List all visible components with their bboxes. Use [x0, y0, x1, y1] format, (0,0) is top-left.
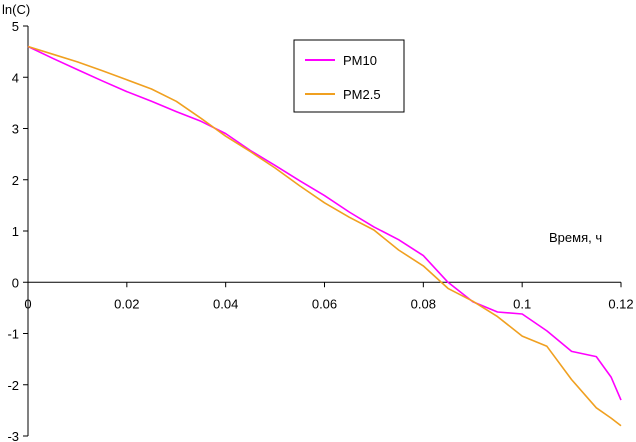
legend: PM10 PM2.5: [293, 39, 405, 113]
y-tick-label: 3: [12, 122, 19, 137]
y-tick-label: 0: [12, 275, 19, 290]
y-tick-label: -1: [7, 327, 19, 342]
legend-box: [293, 39, 405, 113]
x-tick-label: 0.04: [213, 296, 238, 311]
y-axis-title: ln(C): [2, 2, 30, 17]
y-tick-label: 1: [12, 224, 19, 239]
y-tick-label: 4: [12, 70, 19, 85]
legend-label-pm25: PM2.5: [343, 87, 381, 102]
y-tick-label: -3: [7, 429, 19, 442]
x-tick-label: 0.02: [114, 296, 139, 311]
x-tick-label: 0.12: [608, 296, 633, 311]
x-axis-title: Время, ч: [549, 230, 602, 245]
x-tick-label: 0.06: [312, 296, 337, 311]
series-line-pm25: [27, 45, 622, 427]
x-tick-label: 0: [24, 296, 31, 311]
x-tick-label: 0.1: [513, 296, 531, 311]
series-layer: [27, 45, 622, 427]
y-tick-label: 2: [12, 173, 19, 188]
y-tick-label: 5: [12, 19, 19, 34]
y-tick-label: -2: [7, 378, 19, 393]
axes: -3 -2 -1 0 1 2 3 4 5 0 0.02 0.04 0.06 0.08 0.1 0.12: [7, 19, 633, 442]
x-tick-label: 0.08: [411, 296, 436, 311]
legend-label-pm10: PM10: [343, 53, 377, 68]
series-line-pm10: [27, 45, 622, 401]
